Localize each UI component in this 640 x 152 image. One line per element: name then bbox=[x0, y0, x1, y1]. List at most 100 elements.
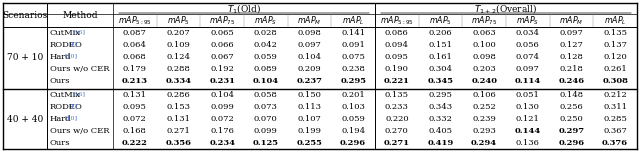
Text: 0.095: 0.095 bbox=[385, 53, 409, 61]
Text: 0.097: 0.097 bbox=[516, 65, 540, 73]
Text: 0.137: 0.137 bbox=[603, 41, 627, 49]
Text: 0.091: 0.091 bbox=[341, 41, 365, 49]
Text: Ours: Ours bbox=[50, 139, 70, 147]
Text: 0.296: 0.296 bbox=[340, 139, 366, 147]
Text: $T_{1+2}$(Overall): $T_{1+2}$(Overall) bbox=[474, 2, 538, 15]
Text: 0.099: 0.099 bbox=[210, 103, 234, 111]
Text: 0.308: 0.308 bbox=[602, 77, 628, 85]
Text: 0.073: 0.073 bbox=[254, 103, 278, 111]
Text: 0.042: 0.042 bbox=[254, 41, 278, 49]
Text: CutMix: CutMix bbox=[50, 91, 81, 99]
Text: 0.212: 0.212 bbox=[604, 91, 627, 99]
Text: $mAP_S$: $mAP_S$ bbox=[254, 14, 277, 27]
Text: 0.213: 0.213 bbox=[122, 77, 148, 85]
Text: 0.176: 0.176 bbox=[210, 127, 234, 135]
Text: 0.089: 0.089 bbox=[254, 65, 278, 73]
Text: Ours: Ours bbox=[50, 77, 70, 85]
Text: 0.234: 0.234 bbox=[209, 139, 235, 147]
Text: 0.064: 0.064 bbox=[123, 41, 147, 49]
Text: 0.237: 0.237 bbox=[296, 77, 323, 85]
Text: 0.120: 0.120 bbox=[604, 53, 627, 61]
Text: 0.261: 0.261 bbox=[604, 65, 627, 73]
Text: [10]: [10] bbox=[65, 115, 78, 120]
Text: 0.238: 0.238 bbox=[341, 65, 365, 73]
Text: $mAP_M$: $mAP_M$ bbox=[298, 14, 322, 27]
Text: 0.199: 0.199 bbox=[298, 127, 321, 135]
Text: 0.130: 0.130 bbox=[516, 103, 540, 111]
Text: 0.109: 0.109 bbox=[166, 41, 191, 49]
Text: 0.294: 0.294 bbox=[471, 139, 497, 147]
Text: 0.270: 0.270 bbox=[385, 127, 409, 135]
Text: 0.419: 0.419 bbox=[428, 139, 454, 147]
Text: 0.059: 0.059 bbox=[254, 53, 278, 61]
Text: 0.218: 0.218 bbox=[559, 65, 584, 73]
Text: 0.094: 0.094 bbox=[385, 41, 409, 49]
Text: 0.074: 0.074 bbox=[516, 53, 540, 61]
Text: 0.256: 0.256 bbox=[559, 103, 584, 111]
Text: 0.231: 0.231 bbox=[209, 77, 235, 85]
Text: $mAP_5$: $mAP_5$ bbox=[167, 14, 190, 27]
Text: 0.255: 0.255 bbox=[296, 139, 323, 147]
Text: 40 + 40: 40 + 40 bbox=[7, 114, 43, 123]
Text: 0.367: 0.367 bbox=[604, 127, 627, 135]
Text: $mAP_{75}$: $mAP_{75}$ bbox=[209, 14, 236, 27]
Text: $mAP_{75}$: $mAP_{75}$ bbox=[471, 14, 497, 27]
Text: 0.288: 0.288 bbox=[166, 65, 191, 73]
Text: 0.104: 0.104 bbox=[298, 53, 321, 61]
Text: 0.296: 0.296 bbox=[559, 139, 584, 147]
Text: 0.028: 0.028 bbox=[254, 29, 278, 37]
Text: 0.221: 0.221 bbox=[384, 77, 410, 85]
Text: 0.376: 0.376 bbox=[602, 139, 628, 147]
Text: 0.297: 0.297 bbox=[559, 127, 584, 135]
Text: 0.034: 0.034 bbox=[516, 29, 540, 37]
Text: 0.121: 0.121 bbox=[516, 115, 540, 123]
Text: $mAP_M$: $mAP_M$ bbox=[559, 14, 584, 27]
Text: 0.332: 0.332 bbox=[429, 115, 452, 123]
Text: 0.271: 0.271 bbox=[166, 127, 191, 135]
Text: 0.148: 0.148 bbox=[559, 91, 584, 99]
Text: 0.072: 0.072 bbox=[211, 115, 234, 123]
Text: 0.131: 0.131 bbox=[123, 91, 147, 99]
Text: 0.106: 0.106 bbox=[472, 91, 496, 99]
Text: $mAP_L$: $mAP_L$ bbox=[604, 14, 627, 27]
Text: Hard: Hard bbox=[50, 115, 72, 123]
Text: Method: Method bbox=[62, 10, 98, 19]
Text: 0.097: 0.097 bbox=[559, 29, 584, 37]
Text: 0.072: 0.072 bbox=[123, 115, 147, 123]
Text: 0.150: 0.150 bbox=[298, 91, 321, 99]
Text: Ours w/o CER: Ours w/o CER bbox=[50, 127, 109, 135]
Text: 0.239: 0.239 bbox=[472, 115, 496, 123]
Text: 0.295: 0.295 bbox=[340, 77, 366, 85]
Text: 70 + 10: 70 + 10 bbox=[7, 52, 43, 62]
Text: [1]: [1] bbox=[68, 41, 77, 46]
Text: 0.250: 0.250 bbox=[559, 115, 584, 123]
Text: 0.141: 0.141 bbox=[341, 29, 365, 37]
Text: 0.285: 0.285 bbox=[604, 115, 627, 123]
Text: 0.075: 0.075 bbox=[341, 53, 365, 61]
Text: Ours w/o CER: Ours w/o CER bbox=[50, 65, 109, 73]
Text: 0.068: 0.068 bbox=[123, 53, 147, 61]
Text: 0.206: 0.206 bbox=[429, 29, 452, 37]
Text: 0.098: 0.098 bbox=[472, 53, 496, 61]
Text: 0.124: 0.124 bbox=[166, 53, 191, 61]
Text: 0.125: 0.125 bbox=[253, 139, 279, 147]
Text: 0.356: 0.356 bbox=[166, 139, 191, 147]
Text: Scenarios: Scenarios bbox=[3, 10, 47, 19]
Text: 0.168: 0.168 bbox=[123, 127, 147, 135]
Text: 0.334: 0.334 bbox=[166, 77, 191, 85]
Text: [16]: [16] bbox=[72, 91, 85, 96]
Text: 0.135: 0.135 bbox=[385, 91, 409, 99]
Text: 0.097: 0.097 bbox=[298, 41, 321, 49]
Text: 0.252: 0.252 bbox=[472, 103, 496, 111]
Text: 0.153: 0.153 bbox=[166, 103, 191, 111]
Text: 0.135: 0.135 bbox=[603, 29, 627, 37]
Text: 0.095: 0.095 bbox=[123, 103, 147, 111]
Text: Hard: Hard bbox=[50, 53, 72, 61]
Text: $mAP_L$: $mAP_L$ bbox=[342, 14, 364, 27]
Text: 0.098: 0.098 bbox=[298, 29, 321, 37]
Text: 0.343: 0.343 bbox=[428, 103, 452, 111]
Text: 0.192: 0.192 bbox=[210, 65, 234, 73]
Text: 0.194: 0.194 bbox=[341, 127, 365, 135]
Text: 0.099: 0.099 bbox=[254, 127, 278, 135]
Text: 0.059: 0.059 bbox=[341, 115, 365, 123]
